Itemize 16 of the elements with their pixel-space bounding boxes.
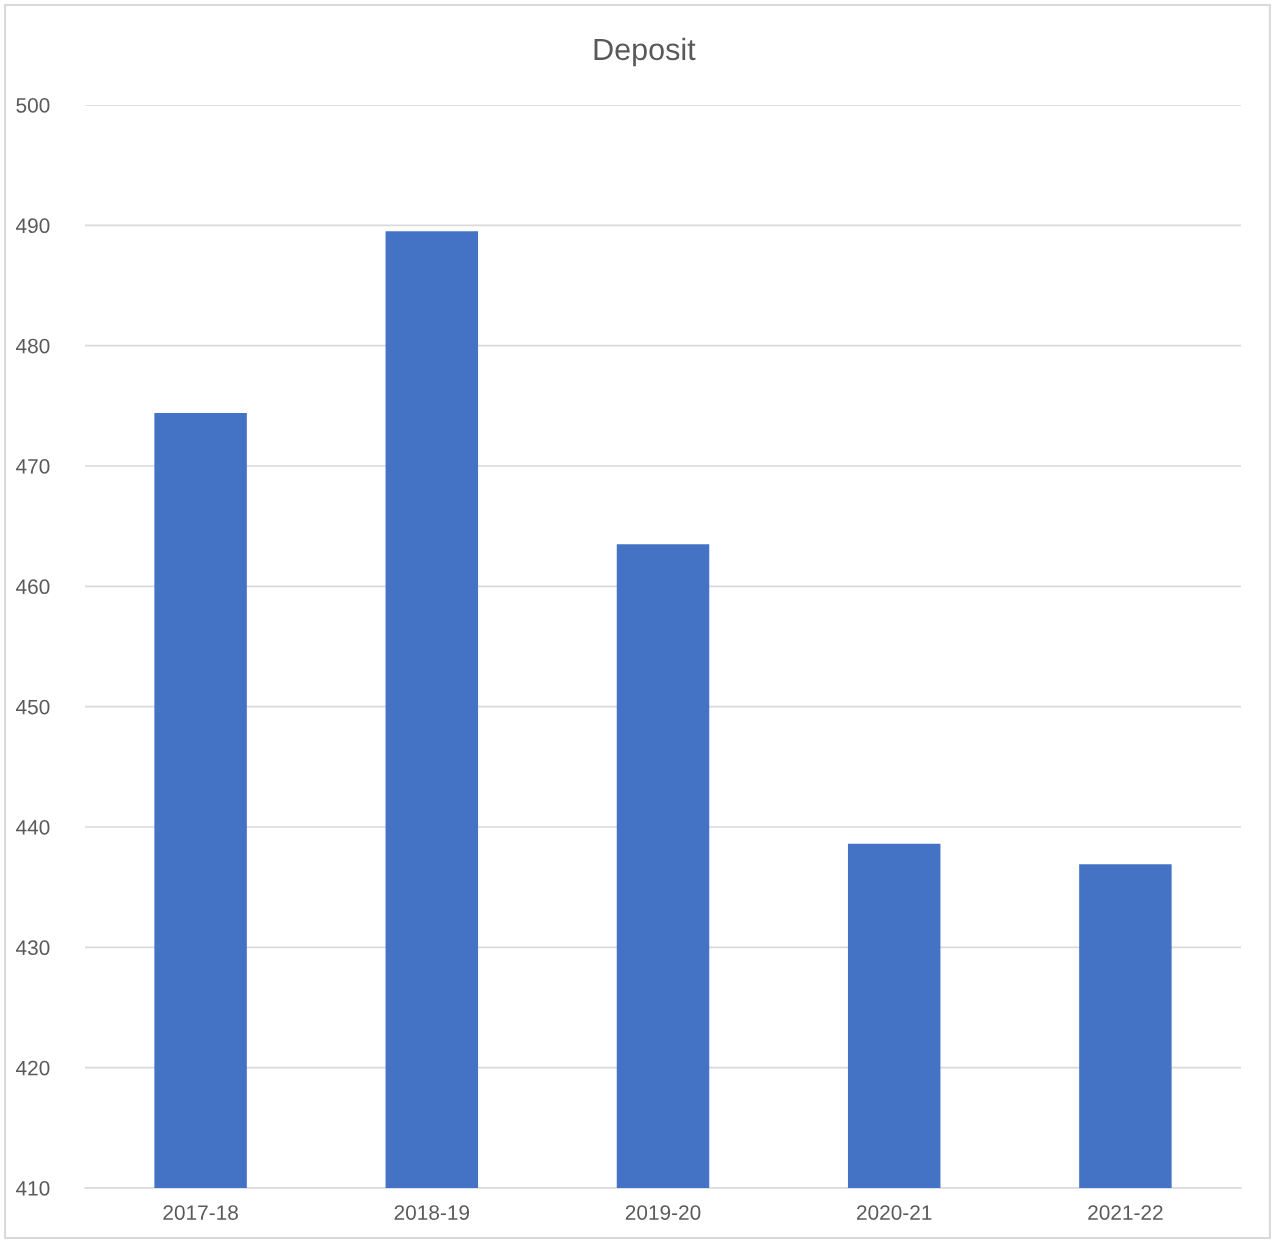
x-tick-label: 2018-19 — [394, 1205, 470, 1220]
y-tick-label: 430 — [16, 940, 50, 956]
y-tick-label: 440 — [16, 820, 50, 835]
y-tick-label: 500 — [16, 98, 50, 113]
x-tick-label: 2021-22 — [1088, 1205, 1163, 1220]
x-tick-label: 2020-21 — [857, 1205, 932, 1220]
y-tick-label: 490 — [16, 218, 50, 234]
y-tick-label: 410 — [16, 1181, 50, 1196]
x-tick-label: 2019-20 — [625, 1205, 701, 1220]
y-tick-label: 470 — [16, 459, 50, 474]
y-tick-label: 460 — [16, 579, 50, 595]
y-tick-label: 420 — [16, 1060, 50, 1076]
y-tick-label: 480 — [16, 338, 50, 354]
chart-title: Deposit — [594, 37, 696, 67]
y-tick-label: 450 — [16, 699, 50, 715]
x-tick-label: 2017-18 — [163, 1205, 238, 1220]
